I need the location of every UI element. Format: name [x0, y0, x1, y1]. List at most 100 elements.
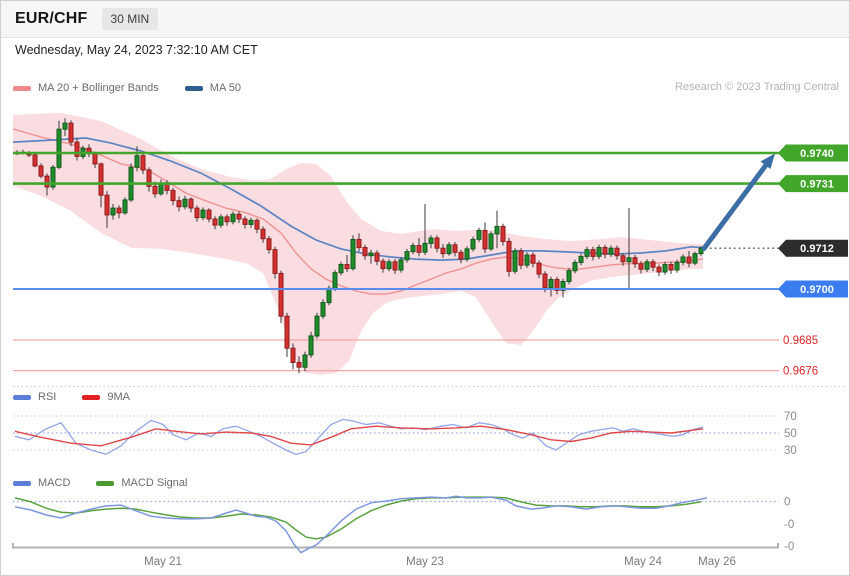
rsi-axis-label: 70: [784, 411, 797, 423]
candle-bearish: [374, 252, 380, 262]
candle-bullish: [404, 251, 410, 261]
candle-bullish: [410, 245, 416, 253]
candle-bearish: [482, 230, 488, 250]
legend-label: MACD: [38, 477, 71, 489]
candle-bullish: [680, 256, 686, 263]
candle-bullish: [572, 262, 578, 272]
candle-bearish: [284, 315, 290, 349]
candle-bullish: [644, 261, 650, 270]
price-label-0.9712: [778, 239, 848, 257]
candle-bullish: [428, 237, 434, 244]
candle-bearish: [266, 238, 272, 251]
candle-bullish: [200, 209, 206, 219]
price-label-0.9740: [778, 144, 848, 162]
candle-bearish: [146, 169, 152, 187]
forecast-arrow: [701, 162, 769, 251]
candle-bearish: [74, 141, 80, 157]
candle-bullish: [512, 250, 518, 272]
candle-bearish: [458, 251, 464, 260]
price-label-text: 0.9740: [800, 148, 834, 160]
candle-bullish: [122, 199, 128, 214]
forecast-arrow-head-icon: [760, 153, 775, 169]
candle-bearish: [542, 273, 548, 289]
macd-axis-label: -0: [784, 519, 794, 531]
candle-bearish: [500, 225, 506, 242]
candle-bearish: [602, 247, 608, 255]
price-label-0.9700: [778, 280, 848, 298]
macd-signal-swatch-icon: [96, 480, 115, 486]
candle-bearish: [620, 255, 626, 263]
candle-bearish: [650, 261, 656, 268]
candle-bearish: [290, 347, 296, 364]
price-label-text: 0.9712: [800, 243, 834, 255]
candle-bearish: [242, 218, 248, 225]
candle-bullish: [698, 247, 704, 255]
candle-bearish: [536, 262, 542, 275]
candle-bearish: [392, 261, 398, 271]
candle-bearish: [380, 260, 386, 270]
candle-bullish: [464, 248, 470, 260]
legend-label: MA 20 + Bollinger Bands: [38, 82, 159, 94]
candle-bullish: [110, 207, 116, 216]
candle-bullish: [386, 261, 392, 270]
price-label-text: 0.9731: [800, 179, 834, 191]
price-label-0.9676: 0.9676: [783, 366, 818, 378]
x-axis-label: May 26: [698, 556, 736, 568]
candle-bearish: [356, 238, 362, 249]
candle-bearish: [176, 200, 182, 208]
9ma-swatch-icon: [82, 394, 101, 400]
ma20-line: [12, 128, 704, 295]
candle-bullish: [338, 264, 344, 274]
candle-bearish: [260, 228, 266, 240]
candle-bullish: [524, 254, 530, 266]
candle-bullish: [422, 242, 428, 253]
price-label-text: 0.9700: [800, 284, 834, 296]
ma50-line: [12, 137, 708, 261]
candle-bearish: [152, 185, 158, 195]
candle-bearish: [116, 207, 122, 214]
candle-bullish: [674, 262, 680, 271]
x-axis-label: May 23: [406, 556, 444, 568]
candle-bullish: [446, 244, 452, 255]
macd-legend: MACD MACD Signal: [13, 477, 187, 489]
candle-bullish: [608, 247, 614, 255]
candle-bullish: [470, 238, 476, 250]
candle-bullish: [368, 252, 374, 257]
candle-bullish: [308, 335, 314, 356]
candle-bearish: [32, 154, 38, 167]
candle-bullish: [218, 216, 224, 226]
copyright-note: Research © 2023 Trading Central: [674, 81, 839, 93]
legend-label: RSI: [38, 391, 57, 403]
candle-bullish: [566, 270, 572, 283]
candle-bullish: [488, 233, 494, 250]
price-label-0.9731: [778, 175, 848, 193]
candle-bearish: [440, 247, 446, 255]
candle-bearish: [296, 361, 302, 368]
candle-bearish: [656, 266, 662, 273]
candle-bearish: [434, 237, 440, 249]
candle-bearish: [140, 155, 146, 171]
macd-signal-line: [14, 496, 702, 540]
candle-bullish: [326, 287, 332, 304]
candle-bullish: [332, 272, 338, 289]
candle-bullish: [548, 279, 554, 289]
candle-bullish: [50, 166, 56, 188]
legend-item-macd: MACD: [13, 477, 70, 489]
candle-bearish: [614, 247, 620, 257]
candle-bearish: [212, 218, 218, 226]
candle-bullish: [584, 249, 590, 257]
price-label-0.9685: 0.9685: [783, 335, 818, 347]
candle-bullish: [302, 354, 308, 368]
candle-bearish: [104, 194, 110, 216]
candle-bearish: [206, 209, 212, 220]
candle-bearish: [254, 219, 260, 230]
rsi-line: [14, 418, 704, 456]
legend-item-9ma: 9MA: [82, 391, 130, 403]
timeframe-badge[interactable]: 30 MIN: [101, 8, 159, 30]
candle-bullish: [314, 315, 320, 337]
candle-bearish: [518, 250, 524, 266]
rsi-9ma-line: [14, 425, 704, 447]
candle-bearish: [686, 256, 692, 264]
candle-bullish: [626, 257, 632, 263]
